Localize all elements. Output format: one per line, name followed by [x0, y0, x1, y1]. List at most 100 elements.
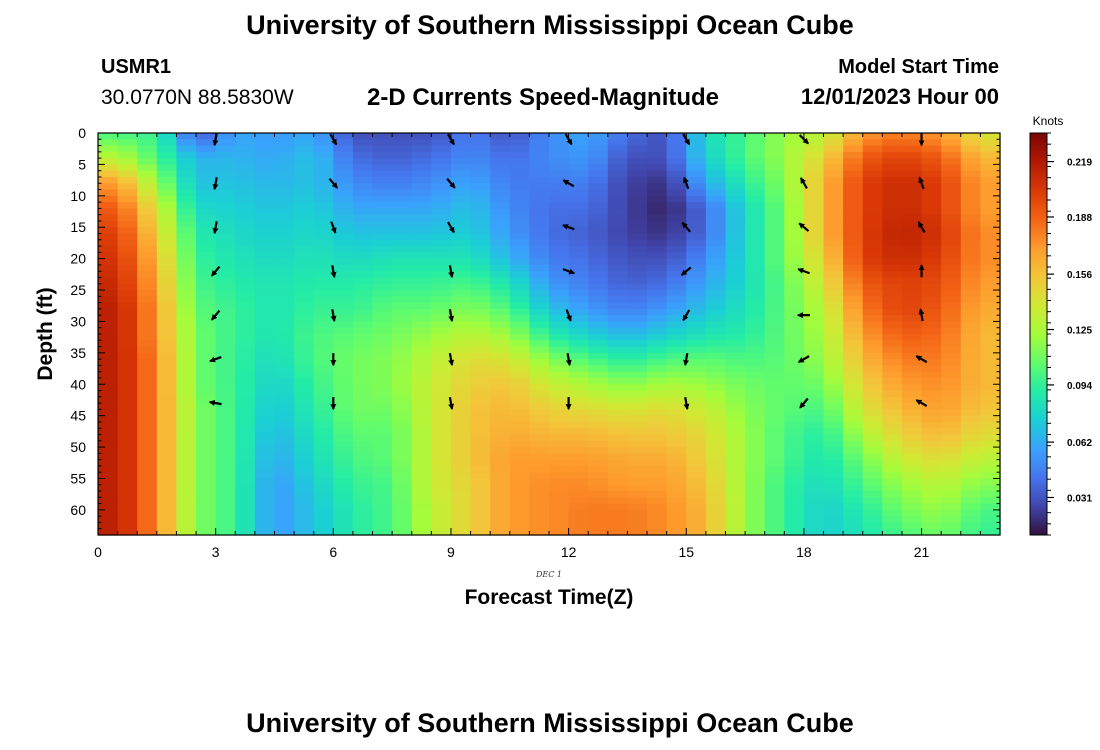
heatmap-cell	[352, 239, 374, 247]
heatmap-cell	[450, 158, 472, 166]
heatmap-cell	[960, 139, 981, 147]
heatmap-cell	[686, 195, 707, 203]
heatmap-cell	[176, 246, 197, 253]
heatmap-cell	[882, 283, 903, 291]
heatmap-cell	[921, 428, 942, 436]
heatmap-cell	[843, 308, 864, 316]
heatmap-cell	[352, 403, 374, 410]
heatmap-cell	[588, 390, 609, 398]
heatmap-cell	[980, 246, 1001, 253]
heatmap-cell	[137, 202, 158, 209]
heatmap-cell	[705, 195, 727, 203]
heatmap-cell	[235, 315, 256, 323]
heatmap-cell	[921, 296, 942, 304]
heatmap-cell	[431, 472, 452, 480]
heatmap-cell	[176, 183, 197, 191]
heatmap-cell	[352, 233, 374, 241]
heatmap-cell	[862, 258, 883, 266]
heatmap-cell	[117, 239, 138, 247]
heatmap-cell	[215, 522, 236, 530]
heatmap-cell	[803, 227, 825, 235]
heatmap-cell	[411, 258, 432, 266]
heatmap-cell	[352, 371, 374, 379]
heatmap-cell	[470, 195, 491, 203]
heatmap-cell	[705, 277, 727, 285]
heatmap-cell	[156, 151, 178, 159]
heatmap-cell	[882, 421, 903, 429]
heatmap-cell	[647, 302, 668, 310]
heatmap-cell	[588, 516, 609, 524]
heatmap-cell	[490, 208, 511, 216]
heatmap-cell	[137, 503, 158, 511]
heatmap-cell	[725, 183, 746, 191]
heatmap-cell	[686, 283, 707, 291]
heatmap-cell	[745, 409, 766, 417]
heatmap-cell	[411, 415, 432, 423]
heatmap-cell	[823, 403, 844, 410]
heatmap-cell	[666, 258, 687, 266]
heatmap-cell	[666, 440, 687, 448]
heatmap-cell	[941, 151, 962, 159]
heatmap-cell	[686, 139, 707, 147]
current-vector-arrow	[448, 353, 455, 367]
heatmap-cell	[921, 459, 942, 467]
heatmap-cell	[901, 334, 923, 341]
heatmap-cell	[686, 346, 707, 354]
heatmap-cell	[313, 271, 334, 279]
heatmap-cell	[901, 516, 923, 524]
heatmap-cell	[549, 365, 570, 373]
heatmap-cell	[980, 516, 1001, 524]
heatmap-cell	[568, 321, 589, 329]
heatmap-cell	[549, 158, 570, 166]
heatmap-cell	[901, 396, 923, 404]
current-vector-arrow	[918, 176, 925, 190]
heatmap-cell	[882, 277, 903, 285]
heatmap-cell	[823, 233, 844, 241]
heatmap-cell	[803, 277, 825, 285]
heatmap-cell	[588, 434, 609, 442]
heatmap-cell	[764, 133, 785, 140]
heatmap-cell	[235, 365, 256, 373]
heatmap-cell	[156, 497, 178, 505]
heatmap-cell	[333, 434, 354, 442]
heatmap-cell	[196, 164, 217, 172]
heatmap-cell	[941, 340, 962, 348]
heatmap-cell	[294, 365, 315, 373]
heatmap-cell	[137, 183, 158, 191]
heatmap-cell	[901, 164, 923, 172]
heatmap-cell	[431, 453, 452, 461]
heatmap-cell	[960, 302, 981, 310]
heatmap-cell	[588, 440, 609, 448]
heatmap-cell	[901, 283, 923, 291]
heatmap-cell	[392, 239, 413, 247]
heatmap-cell	[862, 516, 883, 524]
heatmap-cell	[156, 509, 178, 517]
heatmap-cell	[705, 133, 727, 140]
heatmap-cell	[960, 453, 981, 461]
heatmap-cell	[823, 352, 844, 360]
heatmap-cell	[862, 139, 883, 147]
heatmap-cell	[176, 315, 197, 323]
heatmap-cell	[254, 421, 276, 429]
heatmap-cell	[843, 189, 864, 197]
heatmap-cell	[745, 246, 766, 253]
heatmap-cell	[921, 434, 942, 442]
heatmap-cell	[352, 465, 374, 473]
heatmap-cell	[745, 528, 766, 536]
heatmap-cell	[411, 503, 432, 511]
heatmap-cell	[960, 277, 981, 285]
heatmap-cell	[549, 195, 570, 203]
heatmap-cell	[843, 472, 864, 480]
heatmap-cell	[529, 384, 550, 392]
heatmap-cell	[588, 290, 609, 297]
heatmap-cell	[627, 472, 648, 480]
heatmap-cell	[882, 409, 903, 417]
heatmap-cell	[176, 151, 197, 159]
heatmap-cell	[686, 421, 707, 429]
heatmap-cell	[411, 145, 432, 153]
heatmap-cell	[137, 258, 158, 266]
heatmap-cell	[215, 139, 236, 147]
heatmap-cell	[627, 484, 648, 492]
heatmap-cell	[862, 377, 883, 385]
heatmap-cell	[450, 208, 472, 216]
